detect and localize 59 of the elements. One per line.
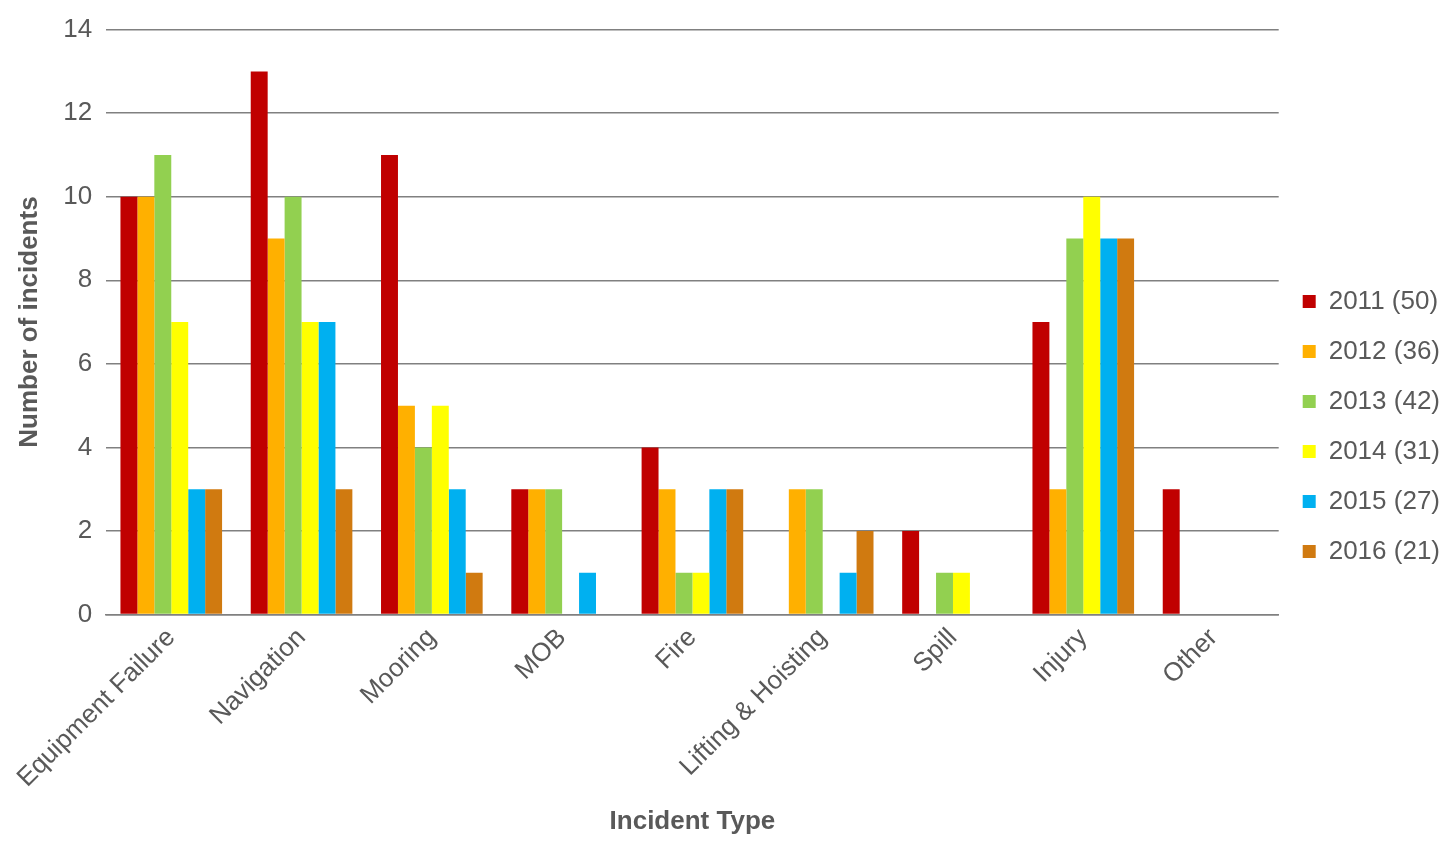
bar [788, 489, 806, 614]
bar [528, 489, 546, 614]
bar [465, 572, 483, 614]
bar [936, 572, 953, 614]
y-tick-label: 10 [63, 179, 93, 210]
x-axis-title: Incident Type [609, 804, 776, 835]
bar [154, 154, 172, 614]
bar [1083, 196, 1101, 614]
bar [511, 489, 529, 614]
bar [726, 489, 744, 614]
bar [250, 71, 268, 614]
bar [856, 530, 874, 614]
bar [120, 196, 138, 614]
bar [1032, 322, 1050, 614]
bar [414, 447, 432, 614]
legend-label: 2014 (31) [1328, 434, 1441, 465]
bar [545, 489, 563, 614]
bar [641, 447, 659, 614]
bar [381, 154, 398, 614]
bar [1117, 238, 1135, 614]
bar [431, 405, 449, 614]
bar [284, 196, 302, 614]
legend-label: 2016 (21) [1328, 534, 1441, 565]
y-tick-label: 6 [77, 347, 93, 378]
legend-label: 2015 (27) [1328, 484, 1441, 515]
bar [137, 196, 155, 614]
bar [448, 489, 466, 614]
y-tick-label: 0 [77, 597, 93, 628]
y-tick-label: 12 [63, 96, 93, 127]
legend-label: 2011 (50) [1328, 284, 1439, 315]
bar [692, 572, 710, 614]
bar [1100, 238, 1118, 614]
bar [658, 489, 676, 614]
legend-label: 2013 (42) [1328, 384, 1441, 415]
bar [318, 322, 336, 614]
y-tick-label: 8 [77, 263, 93, 294]
bar [675, 572, 693, 614]
bar [902, 530, 920, 614]
bar [952, 572, 970, 614]
bar [805, 489, 823, 614]
y-tick-label: 4 [77, 430, 93, 461]
y-tick-label: 2 [77, 514, 93, 545]
y-tick-label: 14 [63, 12, 93, 43]
bar [579, 572, 596, 614]
bar [301, 322, 319, 614]
bar [335, 489, 353, 614]
legend-label: 2012 (36) [1328, 334, 1441, 365]
bar [267, 238, 285, 614]
bar [839, 572, 857, 614]
bar [188, 489, 206, 614]
bar [1066, 238, 1084, 614]
bar [709, 489, 727, 614]
y-axis-title: Number of incidents [12, 196, 43, 448]
x-tick-label: Fire [648, 621, 702, 675]
bar [205, 489, 223, 614]
bar [1049, 489, 1067, 614]
bar [397, 405, 415, 614]
bar [1162, 489, 1180, 614]
bar [171, 322, 189, 614]
